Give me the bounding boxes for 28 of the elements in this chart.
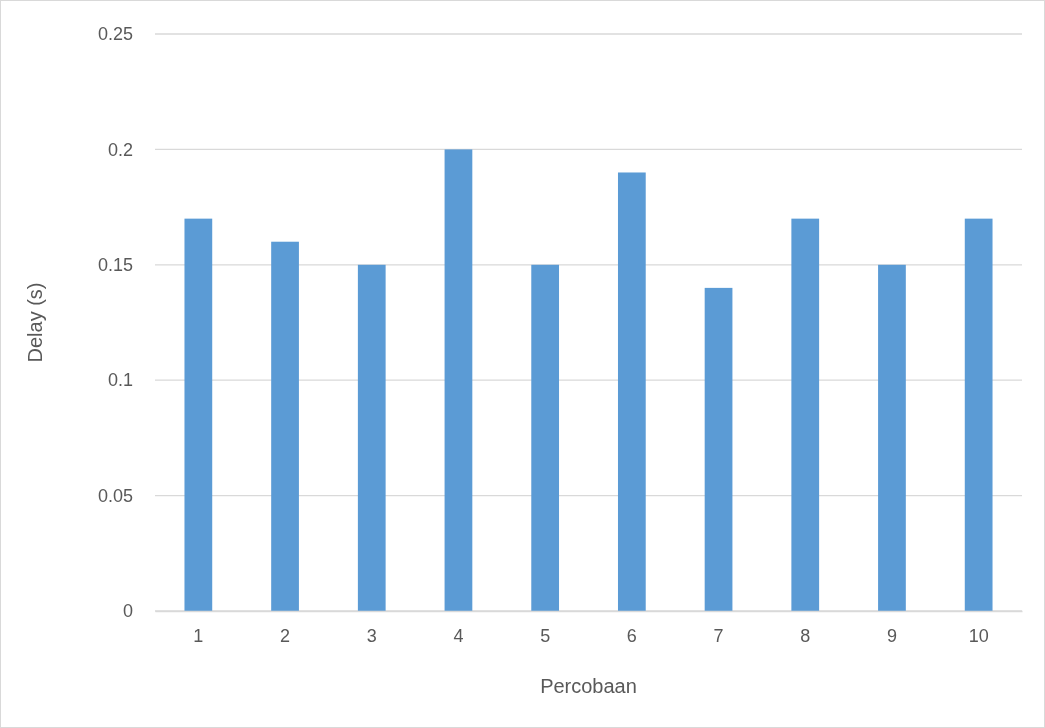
bar xyxy=(791,218,820,611)
bar xyxy=(878,264,906,611)
bar xyxy=(444,149,473,611)
y-tick-label: 0.25 xyxy=(97,24,133,45)
x-tick-label: 3 xyxy=(366,625,377,646)
x-tick-label: 7 xyxy=(713,625,724,646)
bar xyxy=(531,264,560,611)
x-axis-title: Percobaan xyxy=(540,675,637,697)
x-tick-label: 1 xyxy=(193,625,204,646)
x-tick-label: 2 xyxy=(280,625,291,646)
x-tick-label: 9 xyxy=(886,625,897,646)
y-tick-label: 0.15 xyxy=(97,255,133,276)
bar xyxy=(964,218,993,611)
y-tick-label: 0 xyxy=(122,601,133,622)
x-tick-label: 6 xyxy=(626,625,637,646)
x-tick-label: 8 xyxy=(800,625,811,646)
y-tick-label: 0.2 xyxy=(107,139,133,160)
y-tick-label: 0.1 xyxy=(107,370,133,391)
bar xyxy=(357,264,386,611)
bar xyxy=(271,241,299,611)
x-tick-label: 5 xyxy=(540,625,551,646)
x-tick-label: 10 xyxy=(968,625,989,646)
bar xyxy=(184,218,213,611)
bar xyxy=(704,287,733,611)
bar xyxy=(617,172,646,611)
y-tick-label: 0.05 xyxy=(97,485,133,506)
x-tick-label: 4 xyxy=(453,625,464,646)
y-axis-title: Delay (s) xyxy=(24,282,46,363)
